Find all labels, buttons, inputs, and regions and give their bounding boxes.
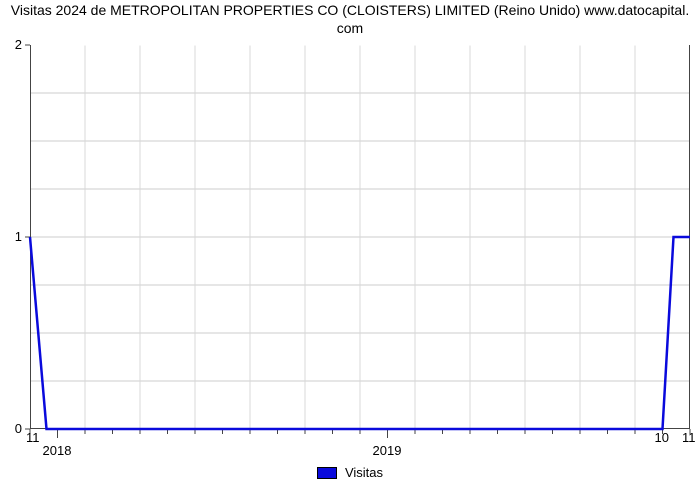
ytick-label: 1 xyxy=(15,229,22,244)
legend: Visitas xyxy=(0,465,700,480)
chart-title-line2: com xyxy=(337,20,363,36)
ytick-label: 2 xyxy=(15,37,22,52)
extra-xlabel-10: 10 xyxy=(655,430,669,445)
extra-xlabel-left: 11 xyxy=(26,430,40,445)
legend-label: Visitas xyxy=(345,465,383,480)
chart-title: Visitas 2024 de METROPOLITAN PROPERTIES … xyxy=(0,2,700,37)
plot-area xyxy=(30,45,690,429)
chart-container: { "chart": { "type": "line", "title_line… xyxy=(0,0,700,500)
extra-xlabel-11: 11 xyxy=(682,430,696,445)
legend-swatch xyxy=(317,467,337,479)
xtick-major-label: 2019 xyxy=(373,443,402,458)
chart-title-line1: Visitas 2024 de METROPOLITAN PROPERTIES … xyxy=(11,2,689,18)
xtick-major-label: 2018 xyxy=(43,443,72,458)
ytick-label: 0 xyxy=(15,421,22,436)
plot-svg xyxy=(30,45,690,429)
